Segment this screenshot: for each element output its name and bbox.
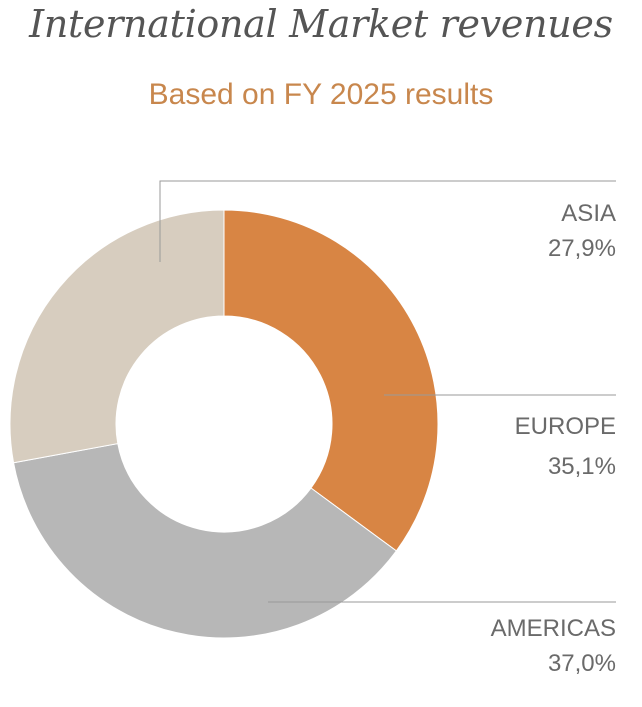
slice-asia bbox=[9, 209, 225, 464]
leader-lines bbox=[159, 180, 616, 603]
leader-line-asia bbox=[159, 180, 616, 262]
slice-americas bbox=[12, 442, 398, 639]
chart-subtitle: Based on FY 2025 results bbox=[148, 78, 494, 111]
donut-slices bbox=[9, 209, 439, 639]
slice-europe bbox=[223, 209, 439, 552]
slice-label-americas: AMERICAS bbox=[491, 615, 616, 642]
slice-label-europe: EUROPE bbox=[515, 413, 616, 440]
chart-title: International Market revenues bbox=[29, 2, 613, 46]
slice-value-europe: 35,1% bbox=[548, 453, 616, 480]
slice-value-asia: 27,9% bbox=[548, 235, 616, 262]
slice-label-asia: ASIA bbox=[561, 200, 616, 227]
slice-value-americas: 37,0% bbox=[548, 650, 616, 677]
slice-labels: EUROPE 35,1% AMERICAS 37,0% ASIA 27,9% bbox=[491, 200, 616, 677]
